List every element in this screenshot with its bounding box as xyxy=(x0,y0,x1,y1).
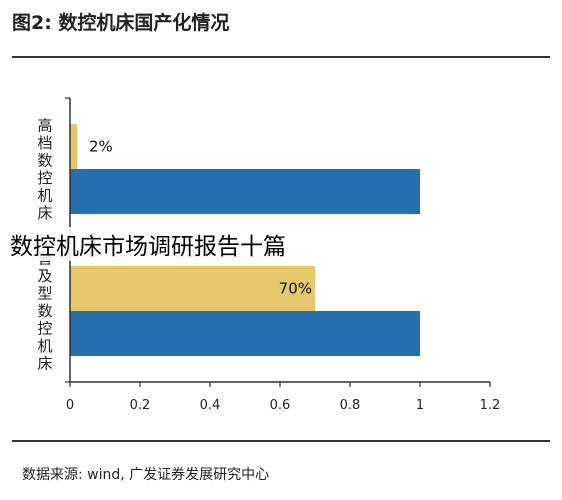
x-tick-label: 1 xyxy=(416,398,424,413)
category-label-char: 床 xyxy=(37,355,52,373)
bottom-rule xyxy=(12,440,550,442)
x-tick-label: 1.2 xyxy=(480,398,501,413)
category-label-char: 数 xyxy=(37,302,52,320)
data-label-0: 2% xyxy=(89,138,113,156)
overlay-watermark-text: 数控机床市场调研报告十篇 xyxy=(8,227,288,261)
bar-chart: 高档数控机床普及型数控机床 00.20.40.60.811.2 2%70% xyxy=(37,97,500,413)
category-label-char: 数 xyxy=(37,151,52,169)
top-rule xyxy=(12,56,550,58)
x-tick-label: 0.6 xyxy=(270,398,291,413)
source-note: 数据来源: wind, 广发证券发展研究中心 xyxy=(22,467,270,483)
category-label-char: 机 xyxy=(37,186,52,204)
bar-1-0 xyxy=(70,266,315,311)
category-label-char: 型 xyxy=(37,285,52,303)
data-labels: 2% 70% xyxy=(89,138,312,298)
bar-0-0 xyxy=(70,124,77,169)
tick-labels: 0 0.2 0.4 0.6 0.8 1 1.2 xyxy=(66,398,500,413)
bar-0-1 xyxy=(70,169,420,214)
x-tick-label: 0.8 xyxy=(340,398,361,413)
category-label-char: 高 xyxy=(37,116,52,134)
bars xyxy=(70,124,420,356)
x-tick-label: 0.2 xyxy=(130,398,151,413)
category-label-char: 控 xyxy=(37,320,52,338)
data-label-1: 70% xyxy=(279,280,312,298)
figure-title: 图2: 数控机床国产化情况 xyxy=(12,12,230,34)
category-label-char: 机 xyxy=(37,337,52,355)
x-tick-label: 0 xyxy=(66,398,74,413)
category-label-char: 控 xyxy=(37,169,52,187)
category-label-char: 档 xyxy=(37,134,52,152)
category-label-char: 床 xyxy=(37,204,52,222)
bar-1-1 xyxy=(70,311,420,356)
x-tick-label: 0.4 xyxy=(200,398,221,413)
category-label-char: 及 xyxy=(37,267,52,285)
